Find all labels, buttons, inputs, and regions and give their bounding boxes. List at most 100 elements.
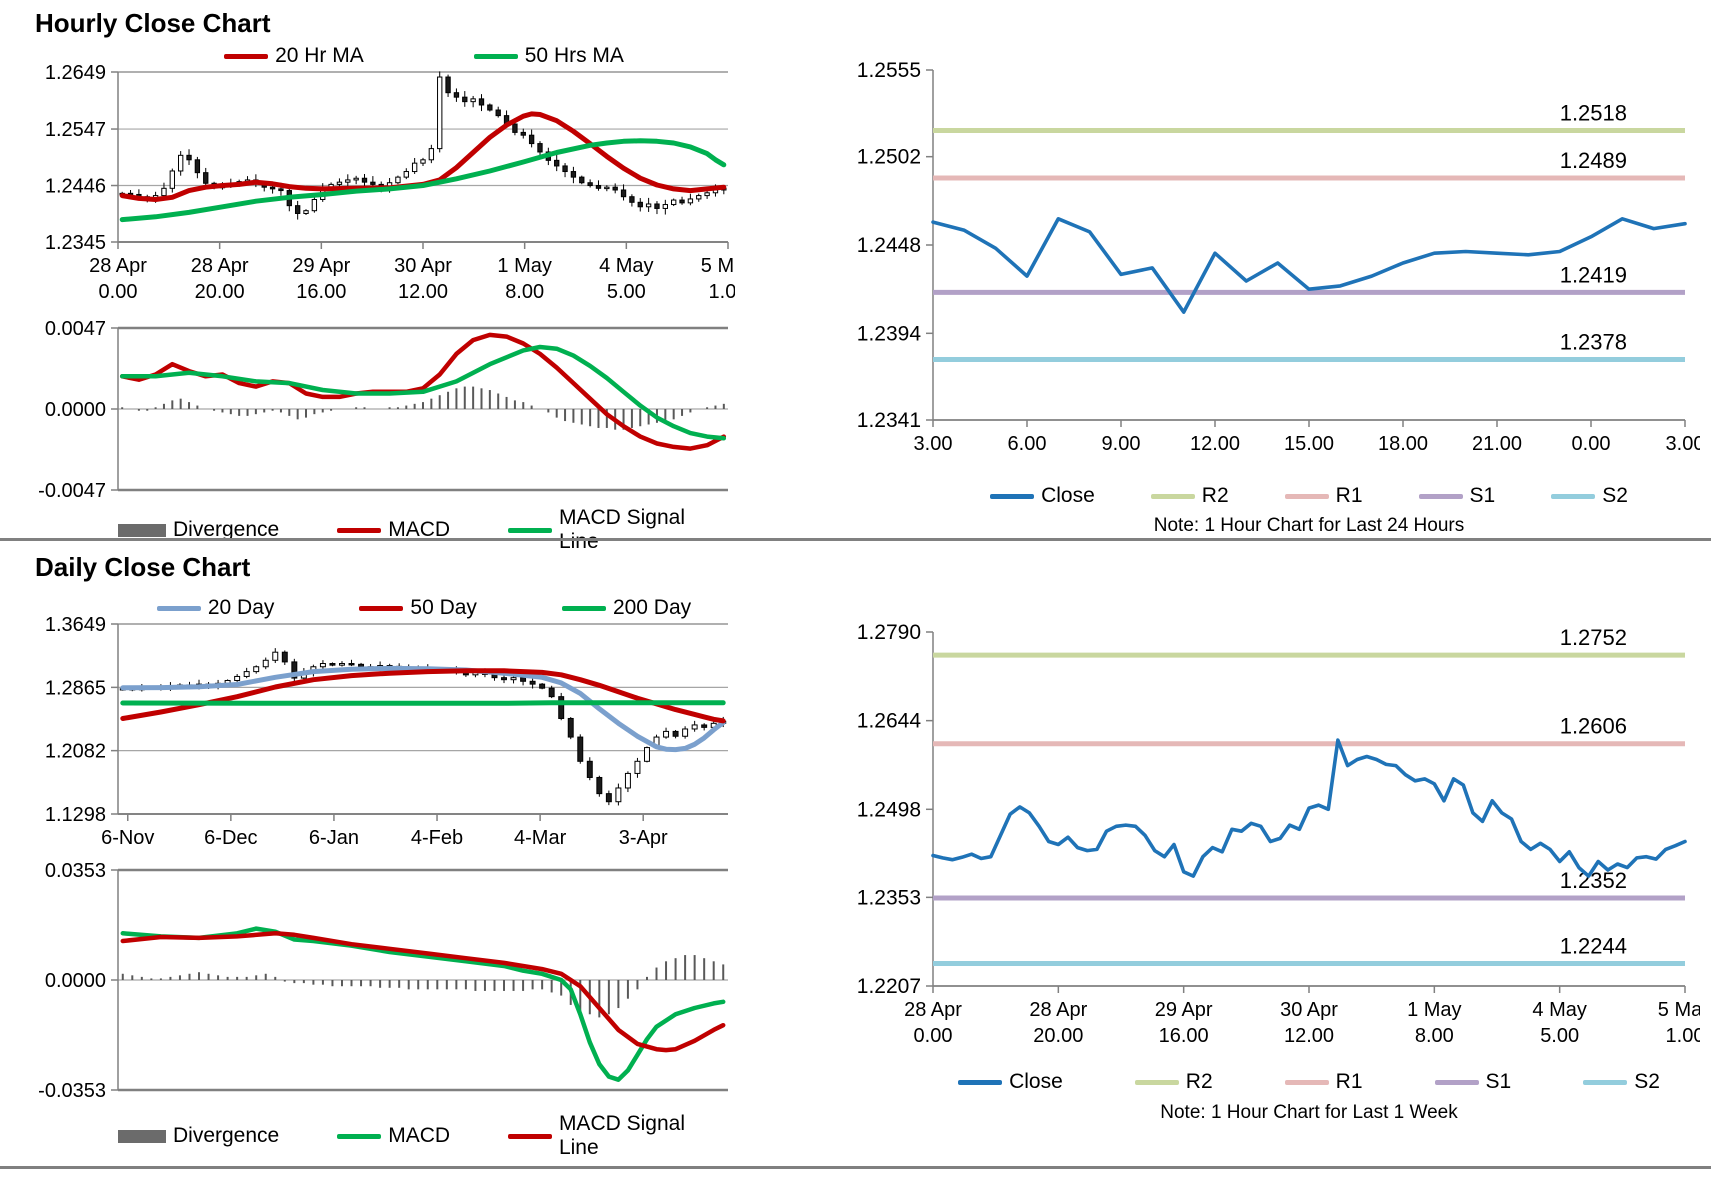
- legend-swatch: [508, 527, 552, 533]
- legend-label: 20 Hr MA: [275, 44, 364, 67]
- hourly-macd-plot: -0.0047 0.0000 0.0047: [38, 318, 728, 502]
- candle-body: [596, 776, 603, 795]
- candle-body: [558, 696, 565, 719]
- close-line: [931, 217, 1687, 314]
- candle-body: [679, 199, 685, 204]
- candle-body: [234, 675, 241, 681]
- x-axis-label: 4-Mar: [514, 827, 567, 849]
- hourly-sr-plot: 1.2341 1.2394 1.2448 1.2502 1.2555 3.00 6.00 9.…: [857, 59, 1705, 455]
- candle-body: [529, 680, 536, 685]
- level-label-r1: 1.2606: [1560, 714, 1627, 739]
- candle-body: [336, 181, 343, 185]
- x-axis-label: 1.00: [709, 281, 735, 303]
- candle-body: [567, 717, 574, 738]
- x-axis-label: 6-Nov: [101, 827, 154, 849]
- y-axis-label: 1.3649: [45, 614, 106, 636]
- x-axis-label: 12.00: [1190, 433, 1240, 455]
- candle-body: [554, 159, 560, 167]
- legend-swatch: [359, 605, 404, 611]
- candle-body: [294, 205, 301, 214]
- y-axis-label: 0.0000: [45, 399, 106, 421]
- level-label-s2: 1.2244: [1560, 934, 1627, 959]
- candle-body: [629, 196, 635, 203]
- daily-section-title: Daily Close Chart: [35, 552, 251, 582]
- legend-swatch: [990, 493, 1035, 499]
- x-axis-label: 20.00: [1033, 1025, 1083, 1047]
- legend-swatch: [224, 53, 269, 59]
- candle-body: [453, 92, 460, 98]
- legend-label: R1: [1335, 1070, 1363, 1093]
- hourly-section-title: Hourly Close Chart: [35, 8, 271, 38]
- candle-body: [329, 663, 336, 666]
- x-axis-label: 18.00: [1378, 433, 1428, 455]
- candle-body: [654, 203, 660, 209]
- y-axis-label: 1.2207: [857, 975, 921, 998]
- y-axis-label: 1.2555: [857, 59, 921, 82]
- divergence-bars: [121, 386, 725, 430]
- x-axis-label: 16.00: [296, 281, 346, 303]
- legend-item-close: Close: [990, 484, 1095, 508]
- candle-body: [395, 176, 401, 184]
- legend-item-r2: R2: [1150, 484, 1229, 508]
- hourly-macd-legend: Divergence MACD MACD Signal Line: [118, 506, 730, 554]
- candle-body: [671, 199, 677, 206]
- legend-swatch: [1284, 493, 1329, 499]
- candle-body: [495, 109, 501, 117]
- x-axis-label: 1 May: [1407, 999, 1461, 1021]
- candlestick-series: [119, 71, 727, 220]
- x-axis-label: 3.00: [914, 433, 953, 455]
- legend-swatch: [473, 53, 518, 59]
- legend-label: MACD Signal Line: [558, 506, 685, 553]
- weekly-support-resistance-chart: 1.2207 1.2353 1.2498 1.2644 1.2790 28 Apr 0.00…: [838, 618, 1711, 1066]
- bottom-rule: [0, 1166, 1711, 1169]
- legend-item-macd-signal-line: MACD Signal Line: [508, 506, 730, 554]
- x-axis-label: 4-Feb: [411, 827, 463, 849]
- level-label-r2: 1.2752: [1560, 625, 1627, 650]
- weekly-sr-legend: Close R2 R1 S1 S2: [933, 1070, 1685, 1094]
- legend-label: MACD Signal Line: [558, 1112, 685, 1159]
- macd-line-macd-signal-line: [120, 931, 726, 1053]
- level-label-s1: 1.2419: [1560, 262, 1627, 287]
- x-axis-label: 6.00: [1008, 433, 1047, 455]
- legend-label: 50 Day: [410, 596, 477, 619]
- candle-body: [586, 760, 593, 778]
- x-axis-label: 12.00: [1284, 1025, 1334, 1047]
- legend-label: R2: [1201, 484, 1229, 507]
- y-axis-label: 1.2649: [45, 62, 106, 84]
- candle-body: [501, 677, 507, 681]
- x-axis-label: 12.00: [398, 281, 448, 303]
- legend-label: S2: [1634, 1070, 1660, 1093]
- x-axis-label: 0.00: [1572, 433, 1611, 455]
- legend-item-s1: S1: [1418, 484, 1495, 508]
- legend-swatch: [1134, 1079, 1179, 1085]
- legend-item-s1: S1: [1434, 1070, 1511, 1094]
- candle-body: [587, 182, 593, 187]
- x-axis-label: 28 Apr: [904, 999, 962, 1021]
- candle-body: [662, 204, 669, 209]
- y-axis-label: 1.2547: [45, 119, 106, 141]
- candle-body: [281, 651, 288, 663]
- candle-body: [203, 172, 209, 184]
- candle-body: [361, 177, 368, 183]
- candle-body: [634, 760, 641, 774]
- candle-body: [478, 98, 485, 106]
- legend-label: Close: [1009, 1070, 1063, 1093]
- x-axis-label: 3-Apr: [619, 827, 668, 849]
- legend-swatch: [1551, 493, 1596, 499]
- daily-price-plot: 1.1298 1.2082 1.2865 1.3649 6-Nov 6-Dec 6-Jan 4…: [45, 614, 728, 849]
- x-axis-label: 20.00: [195, 281, 245, 303]
- legend-label: 50 Hrs MA: [524, 44, 624, 67]
- daily-price-legend: 20 Day 50 Day 200 Day: [118, 596, 730, 620]
- x-axis-label: 9.00: [1102, 433, 1141, 455]
- candle-body: [253, 666, 260, 673]
- candle-body: [243, 671, 250, 677]
- candle-body: [353, 177, 359, 181]
- hourly-price-chart: 1.2345 1.2446 1.2547 1.2649 28 Apr 0.00 28 Apr…: [30, 62, 755, 312]
- ma-line-200-day: [120, 700, 726, 706]
- ma-line-50-day: [120, 668, 726, 724]
- y-axis-label: -0.0353: [38, 1080, 106, 1102]
- x-axis-label: 16.00: [1159, 1025, 1209, 1047]
- level-label-s2: 1.2378: [1560, 329, 1627, 354]
- daily-macd-plot: -0.0353 0.0000 0.0353: [38, 860, 728, 1102]
- candle-body: [577, 736, 584, 762]
